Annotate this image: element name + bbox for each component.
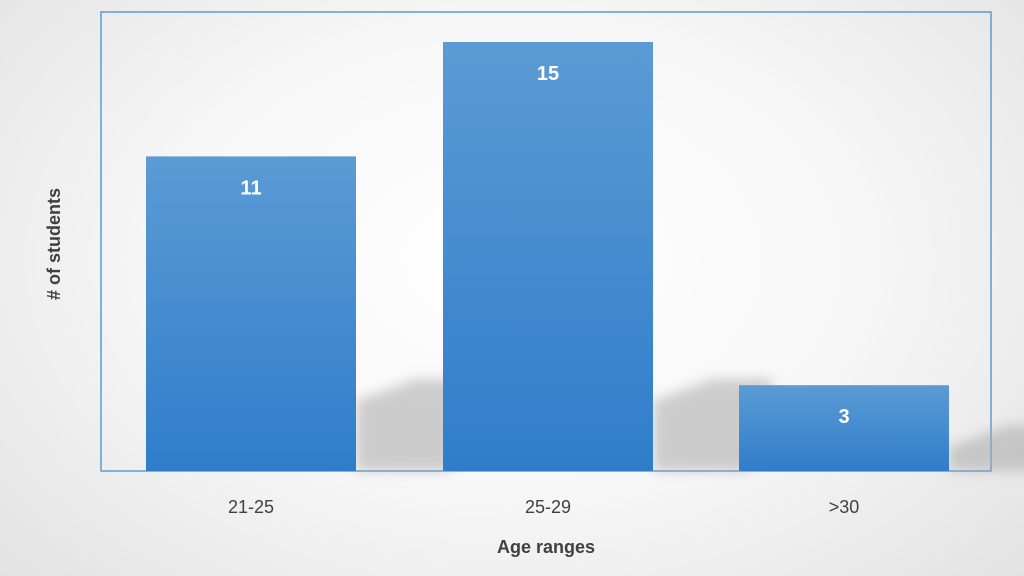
data-label: 3 [838, 406, 849, 428]
data-label: 15 [537, 63, 559, 85]
x-axis-title: Age ranges [497, 537, 595, 557]
bar->30 [739, 385, 949, 471]
bar-25-29 [443, 42, 653, 471]
data-label: 11 [240, 177, 261, 199]
bars-group [146, 42, 949, 471]
data-labels-group: 11 15 3 [240, 63, 849, 428]
bar-shadow [949, 424, 1024, 471]
x-tick-label: >30 [829, 497, 860, 517]
x-tick-label: 21-25 [228, 497, 274, 517]
x-tick-label: 25-29 [525, 497, 571, 517]
y-axis-title: # of students [44, 188, 64, 300]
x-tick-labels-group: 21-25 25-29 >30 [228, 497, 859, 517]
bar-21-25 [146, 156, 356, 471]
